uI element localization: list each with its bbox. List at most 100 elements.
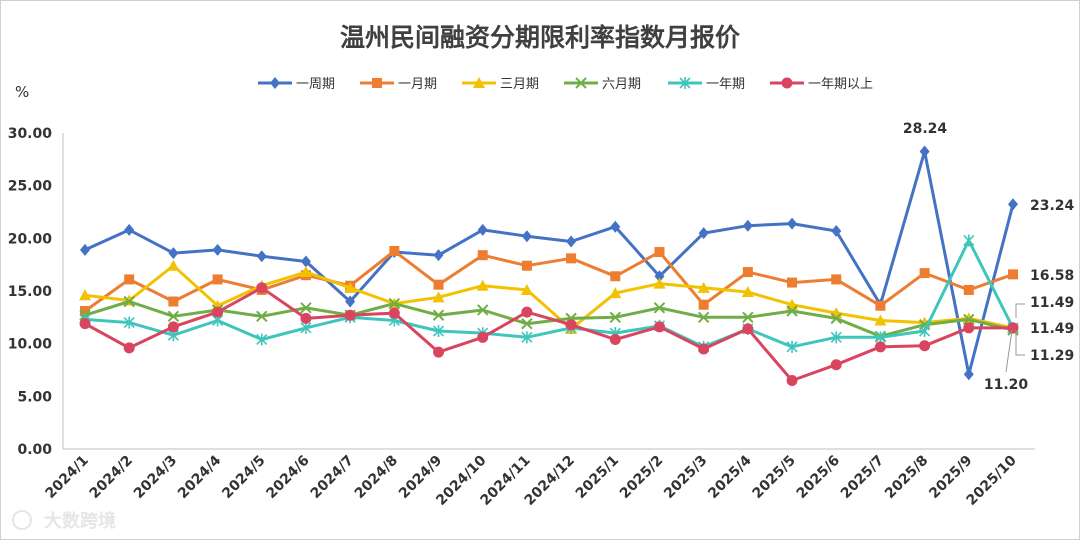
- data-point: [831, 274, 842, 285]
- data-point: [520, 283, 533, 295]
- data-point: [79, 289, 91, 301]
- data-point: [521, 331, 533, 344]
- data-point: [212, 243, 223, 256]
- data-point: [919, 340, 931, 352]
- y-tick-label: 25.00: [8, 179, 53, 195]
- data-point: [698, 299, 709, 310]
- data-point: [388, 297, 401, 310]
- data-point: [123, 316, 135, 329]
- data-point: [300, 255, 311, 268]
- data-label: 11.49: [1030, 295, 1074, 311]
- data-point: [786, 340, 798, 353]
- data-point: [300, 302, 312, 314]
- data-point: [432, 309, 445, 321]
- data-point: [963, 322, 975, 334]
- data-point: [742, 311, 754, 324]
- y-tick-label: 30.00: [8, 126, 53, 142]
- data-point: [566, 253, 577, 264]
- data-point: [123, 295, 135, 308]
- plot-area: [79, 145, 1019, 387]
- legend-label: 六月期: [602, 77, 641, 92]
- data-point: [256, 333, 268, 346]
- legend-label: 三月期: [500, 77, 539, 92]
- leader-line: [1005, 329, 1013, 373]
- series-line: [84, 238, 1015, 349]
- data-point: [477, 331, 489, 343]
- data-point: [1008, 198, 1018, 211]
- data-point: [256, 282, 268, 294]
- y-tick-label: 15.00: [8, 284, 53, 300]
- data-point: [654, 270, 665, 283]
- data-point: [786, 305, 798, 317]
- data-point: [963, 313, 975, 326]
- data-point: [167, 259, 180, 271]
- data-point: [433, 279, 444, 290]
- y-tick-label: 5.00: [17, 389, 52, 405]
- y-tick-label: 20.00: [8, 231, 53, 247]
- data-point: [521, 230, 532, 243]
- watermark-logo-icon: [12, 510, 32, 530]
- data-point: [477, 223, 488, 236]
- legend-item: 一年期以上: [770, 77, 873, 92]
- data-point: [521, 260, 532, 271]
- data-point: [698, 343, 710, 355]
- data-point: [830, 312, 842, 325]
- legend-label: 一年期以上: [808, 77, 873, 92]
- legend-item: 六月期: [564, 77, 641, 92]
- data-point: [742, 323, 754, 335]
- legend-marker: [473, 77, 485, 88]
- data-point: [610, 271, 621, 282]
- legend-marker: [372, 78, 382, 88]
- data-point: [653, 321, 665, 333]
- watermark-text: 大数跨境: [44, 510, 116, 532]
- data-point: [1007, 322, 1019, 334]
- data-label: 16.58: [1030, 268, 1074, 284]
- legend-marker: [575, 77, 587, 89]
- series-6: [79, 282, 1019, 387]
- data-point: [521, 306, 533, 318]
- data-point: [432, 291, 445, 303]
- legend-item: 一周期: [258, 77, 335, 92]
- legend-item: 三月期: [462, 77, 539, 92]
- data-point: [963, 234, 975, 247]
- data-point: [80, 306, 90, 317]
- watermark: 大数跨境: [12, 510, 116, 532]
- data-point: [830, 359, 842, 371]
- y-tick-label: 0.00: [17, 442, 52, 458]
- data-point: [787, 277, 798, 288]
- data-point: [124, 223, 135, 236]
- data-point: [168, 247, 179, 260]
- data-point: [300, 312, 312, 324]
- data-point: [609, 311, 621, 324]
- series-line: [84, 249, 1014, 313]
- data-point: [212, 306, 224, 318]
- data-point: [653, 277, 666, 289]
- series-line: [84, 264, 1014, 331]
- data-point: [874, 314, 887, 326]
- data-point: [830, 331, 842, 344]
- legend-marker: [781, 77, 793, 89]
- y-axis-unit: %: [15, 83, 29, 101]
- data-point: [123, 342, 135, 354]
- data-point: [79, 318, 91, 330]
- data-point: [256, 250, 267, 263]
- data-point: [566, 235, 577, 248]
- data-point: [433, 346, 445, 358]
- leader-line: [1015, 330, 1025, 356]
- data-point: [299, 266, 312, 278]
- data-point: [388, 307, 400, 319]
- legend-marker: [270, 77, 280, 89]
- data-point: [389, 245, 400, 256]
- y-axis: 0.00 5.00 10.00 15.00 20.00 25.00 30.00: [8, 126, 64, 458]
- data-point: [433, 249, 444, 262]
- data-point: [919, 325, 931, 338]
- data-point: [919, 145, 930, 158]
- data-point: [963, 284, 974, 295]
- series-line: [84, 300, 1014, 338]
- legend-item: 一月期: [360, 77, 437, 92]
- chart-title: 温州民间融资分期限利率指数月报价: [340, 23, 741, 52]
- data-point: [787, 217, 798, 230]
- data-point: [875, 300, 886, 311]
